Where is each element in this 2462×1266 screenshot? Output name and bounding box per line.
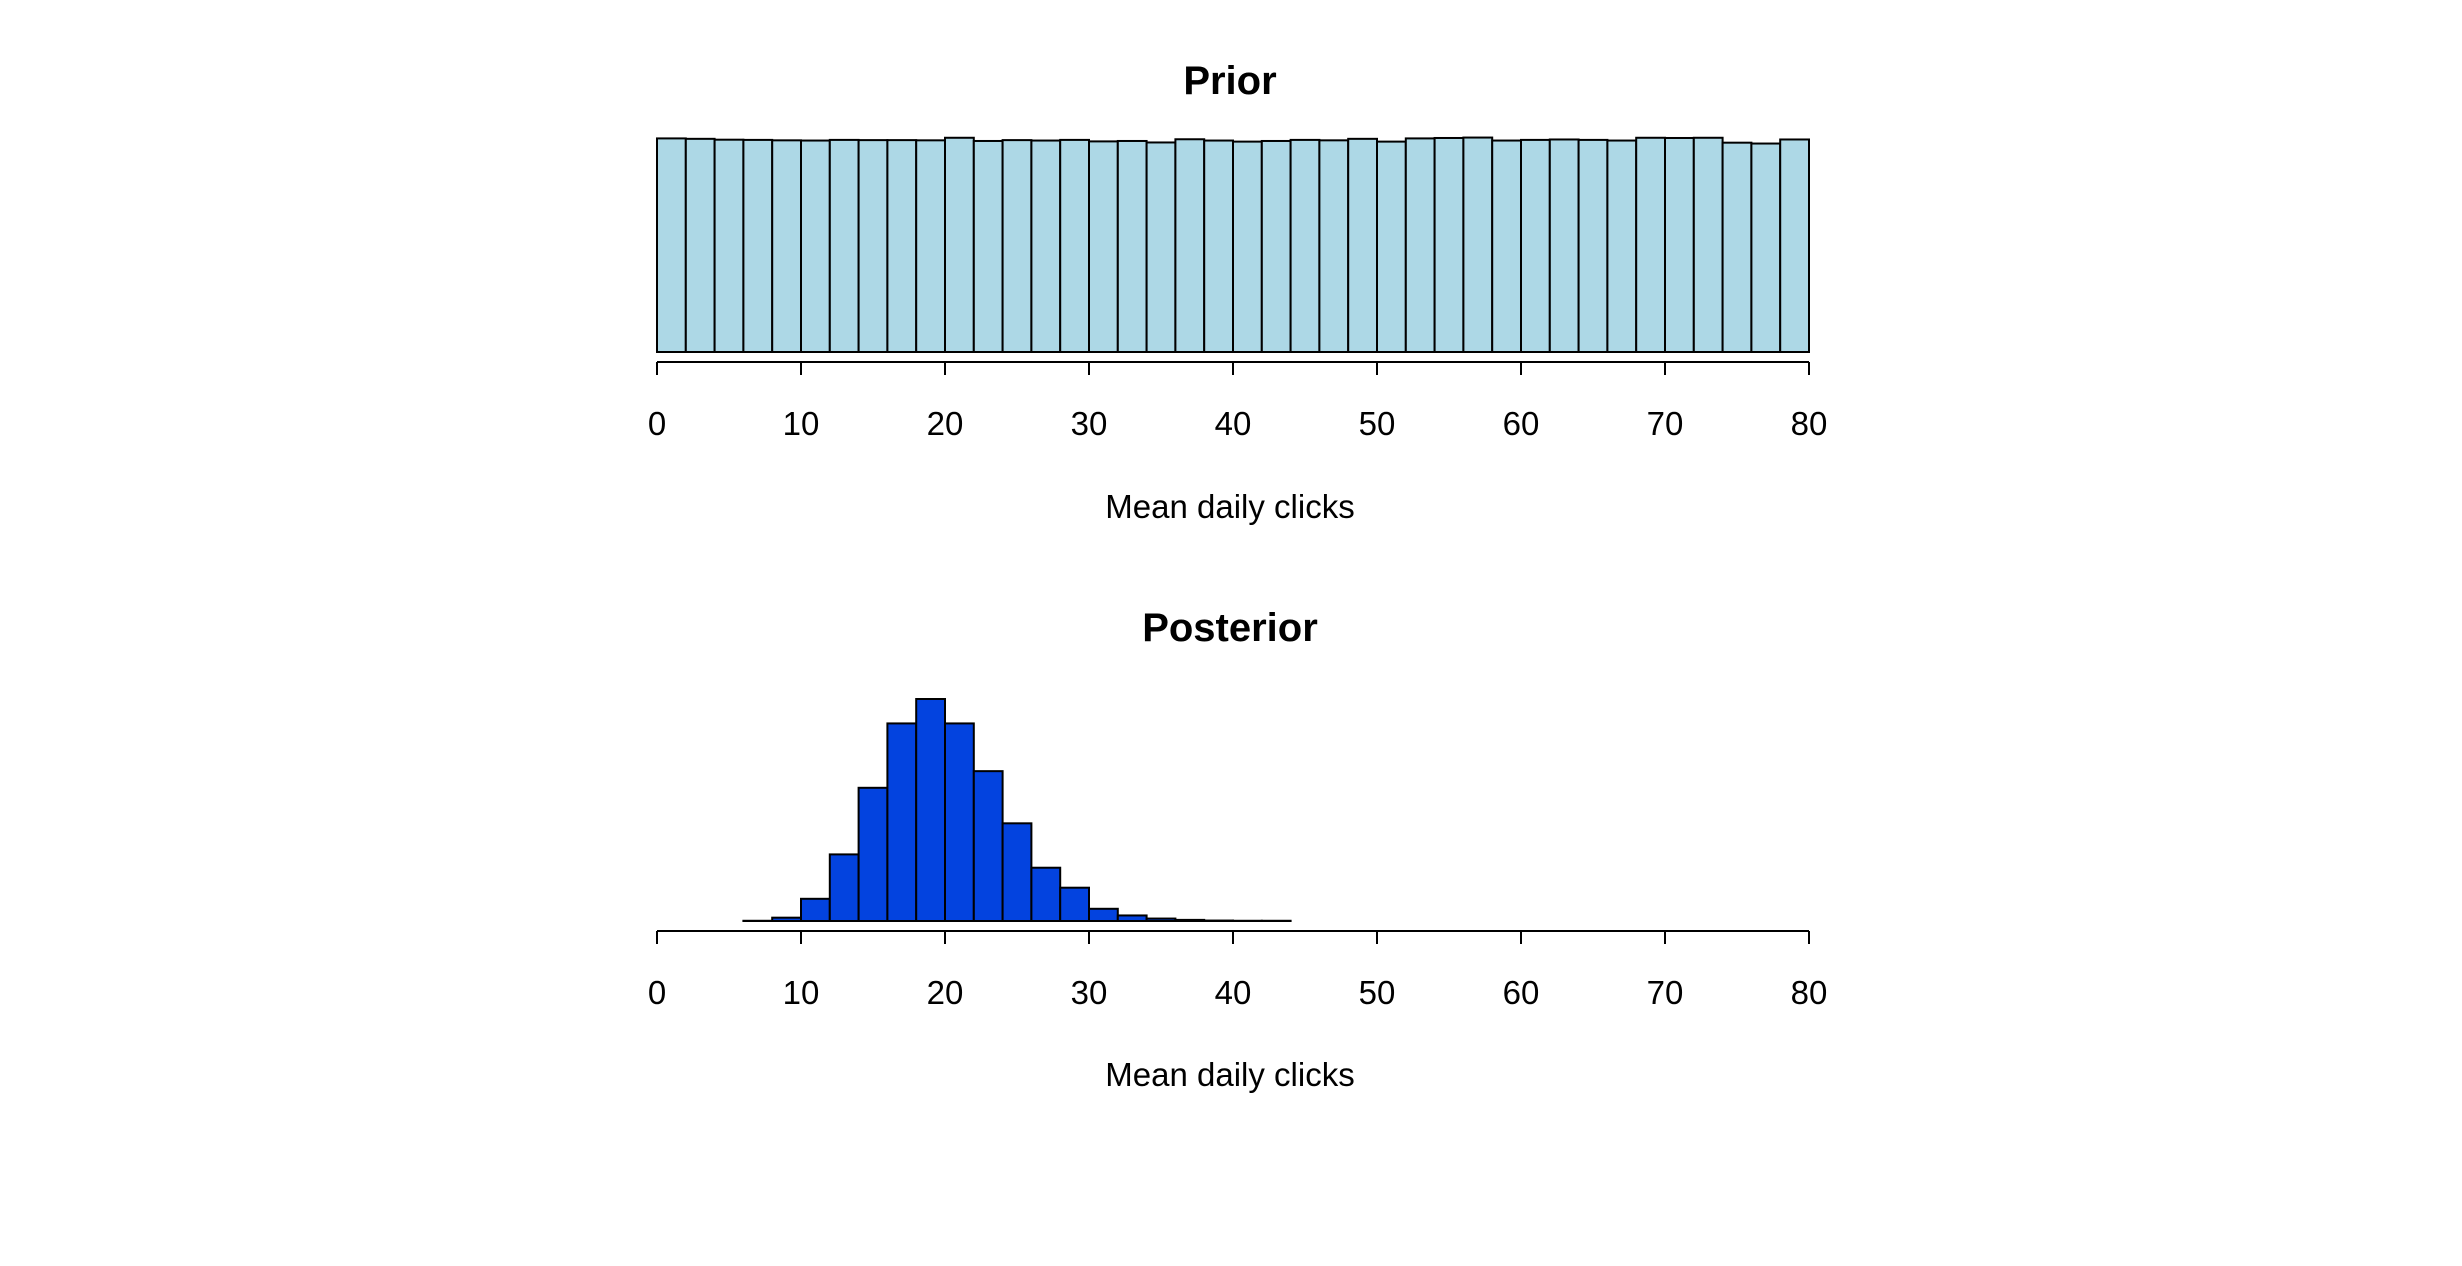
prior-x-axis: 0 10 20 30 40 50 60 70 80 [648, 361, 1828, 442]
prior-bar [656, 137, 687, 353]
prior-bar [1462, 136, 1494, 353]
prior-bar [915, 139, 947, 353]
posterior-bar [857, 786, 889, 922]
prior-x-tick-label: 20 [927, 405, 964, 442]
prior-bar [1779, 138, 1810, 353]
posterior-bar [1116, 914, 1148, 923]
prior-x-tick-label: 50 [1359, 405, 1396, 442]
prior-bar [1750, 142, 1782, 353]
posterior-bar [1174, 918, 1206, 923]
posterior-bar [800, 897, 831, 922]
prior-bar [1433, 136, 1465, 353]
prior-bar [800, 139, 831, 353]
prior-bar [1001, 139, 1033, 353]
prior-bar [1289, 138, 1321, 353]
prior-bar [1606, 139, 1638, 353]
posterior-bar [771, 916, 803, 922]
prior-bar [1721, 141, 1753, 353]
posterior-x-tick-label: 80 [1791, 974, 1828, 1011]
posterior-bar [915, 698, 947, 922]
prior-bar [1116, 139, 1148, 353]
prior-x-tick-label: 40 [1215, 405, 1252, 442]
prior-x-tick-label: 10 [783, 405, 820, 442]
prior-bar [684, 137, 716, 353]
posterior-bar [1059, 886, 1090, 923]
prior-x-axis-label: Mean daily clicks [1105, 488, 1354, 525]
prior-bar [1318, 139, 1350, 353]
prior-x-tick-label: 80 [1791, 405, 1828, 442]
posterior-x-tick-label: 10 [783, 974, 820, 1011]
prior-bar [1260, 139, 1292, 353]
posterior-bar [1001, 822, 1033, 923]
prior-bar [1088, 140, 1119, 353]
prior-chart-title: Prior [1183, 59, 1276, 103]
prior-bar [1692, 136, 1724, 353]
prior-x-tick-label: 60 [1503, 405, 1540, 442]
prior-x-tick-label: 30 [1071, 405, 1108, 442]
prior-bar [771, 139, 803, 353]
prior-bar [1174, 138, 1206, 353]
posterior-chart-title: Posterior [1142, 606, 1318, 650]
prior-bar [1376, 140, 1407, 353]
prior-bars [656, 136, 1810, 353]
posterior-x-tick-label: 30 [1071, 974, 1108, 1011]
posterior-bar [828, 853, 860, 923]
posterior-x-tick-label: 70 [1647, 974, 1684, 1011]
posterior-histogram-panel: Posterior 0 10 20 30 40 50 60 70 80 Mean daily c… [648, 606, 1828, 1093]
prior-bar [886, 139, 918, 353]
posterior-bar [972, 770, 1004, 923]
prior-x-tick-label: 70 [1647, 405, 1684, 442]
posterior-bar [1088, 907, 1119, 922]
posterior-x-tick-label: 60 [1503, 974, 1540, 1011]
prior-bar [1491, 139, 1522, 353]
prior-bar [713, 138, 745, 353]
posterior-bars [742, 698, 1292, 923]
prior-bar [1664, 136, 1695, 353]
posterior-bar [1145, 917, 1177, 922]
prior-x-tick-label: 0 [648, 405, 666, 442]
prior-bar [1030, 139, 1062, 353]
prior-bar [1635, 136, 1666, 353]
prior-bar [1404, 137, 1436, 353]
prior-bar [857, 139, 889, 353]
posterior-bar [944, 722, 975, 922]
prior-bar [1145, 141, 1177, 353]
prior-bar [742, 138, 774, 353]
posterior-bar [886, 722, 918, 922]
posterior-x-axis: 0 10 20 30 40 50 60 70 80 [648, 930, 1828, 1011]
prior-bar [1232, 140, 1263, 353]
prior-bar [1203, 139, 1234, 353]
posterior-bar [1030, 866, 1062, 922]
prior-bar [1577, 138, 1609, 353]
posterior-x-tick-label: 20 [927, 974, 964, 1011]
prior-bar [1548, 138, 1580, 353]
prior-bar [972, 139, 1004, 353]
prior-bar [1059, 138, 1090, 353]
prior-bar [944, 136, 975, 353]
posterior-x-tick-label: 50 [1359, 974, 1396, 1011]
prior-bar [1347, 137, 1378, 353]
prior-histogram-panel: Prior 0 10 20 30 40 50 60 70 80 Mean daily click… [648, 59, 1828, 525]
posterior-x-tick-label: 40 [1215, 974, 1252, 1011]
posterior-x-axis-label: Mean daily clicks [1105, 1056, 1354, 1093]
prior-bar [1520, 138, 1551, 353]
posterior-x-tick-label: 0 [648, 974, 666, 1011]
prior-bar [828, 138, 860, 353]
